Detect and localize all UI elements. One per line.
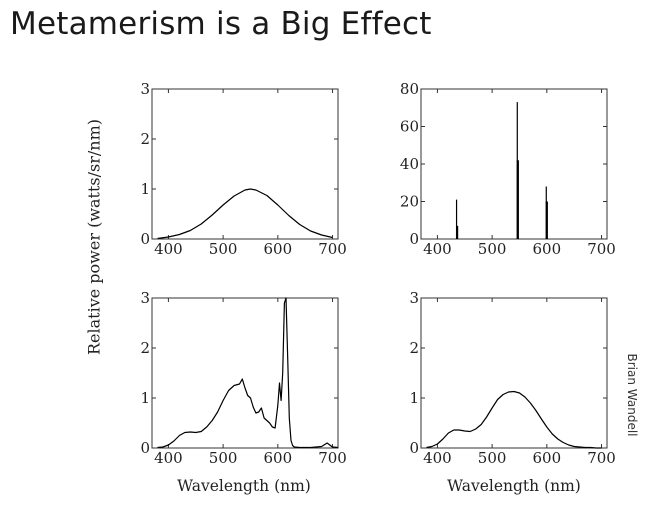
x-tick-label: 400 [423,240,452,258]
y-axis-label-wrap: Relative power (watts/sr/nm) [80,92,108,382]
x-tick-label: 400 [423,449,452,467]
spectrum-line-top-left [157,188,333,240]
plot-frame-bottom-left [151,297,339,449]
y-axis-label: Relative power (watts/sr/nm) [84,119,104,355]
x-tick-label: 600 [264,240,293,258]
y-tick-label: 3 [140,289,150,307]
x-tick-label: 400 [154,240,183,258]
spectrum-line-bottom-left [157,297,339,449]
slide-title: Metamerism is a Big Effect [10,6,432,42]
x-tick-label: 700 [318,449,347,467]
x-tick-label: 500 [478,449,507,467]
y-tick-label: 2 [140,339,150,357]
x-tick-label: 600 [533,449,562,467]
y-tick-label: 20 [400,193,419,211]
y-tick-label: 3 [409,289,419,307]
panel-bottom-right: 400 500 600 700 0 1 2 3 [409,289,615,467]
x-tick-label: 700 [587,240,616,258]
x-tick-label: 500 [209,449,238,467]
y-tick-label: 80 [400,80,419,98]
x-tick-label: 600 [264,449,293,467]
x-axis-label-bottom-left: Wavelength (nm) [177,477,311,495]
x-tick-label: 500 [209,240,238,258]
y-tick-label: 60 [400,118,419,136]
x-tick-label: 700 [318,240,347,258]
x-axis-label-bottom-right: Wavelength (nm) [447,477,581,495]
y-tick-label: 1 [140,389,150,407]
panel-top-left: 400 500 600 700 0 1 2 3 [140,80,346,258]
panel-bottom-left: 400 500 600 700 0 1 2 3 [140,289,346,467]
y-tick-label: 40 [400,155,419,173]
y-tick-label: 1 [409,389,419,407]
panel-top-right: 400 500 600 700 0 20 40 60 80 [400,80,616,258]
plot-frame-bottom-right [420,297,608,449]
spectrum-line-bottom-right [426,390,602,449]
y-tick-label: 2 [140,130,150,148]
y-tick-label: 0 [140,230,150,248]
credit-wrap: Brian Wandell [620,340,644,450]
x-tick-label: 400 [154,449,183,467]
y-tick-label: 2 [409,339,419,357]
y-tick-label: 0 [140,439,150,457]
y-tick-label: 0 [409,230,419,248]
x-tick-label: 700 [587,449,616,467]
x-tick-label: 500 [478,240,507,258]
plot-frame-top-left [151,88,339,240]
plot-frame-top-right [420,88,608,240]
y-tick-label: 1 [140,180,150,198]
y-tick-label: 0 [409,439,419,457]
credit-label: Brian Wandell [625,353,639,437]
x-tick-label: 600 [533,240,562,258]
y-tick-label: 3 [140,80,150,98]
